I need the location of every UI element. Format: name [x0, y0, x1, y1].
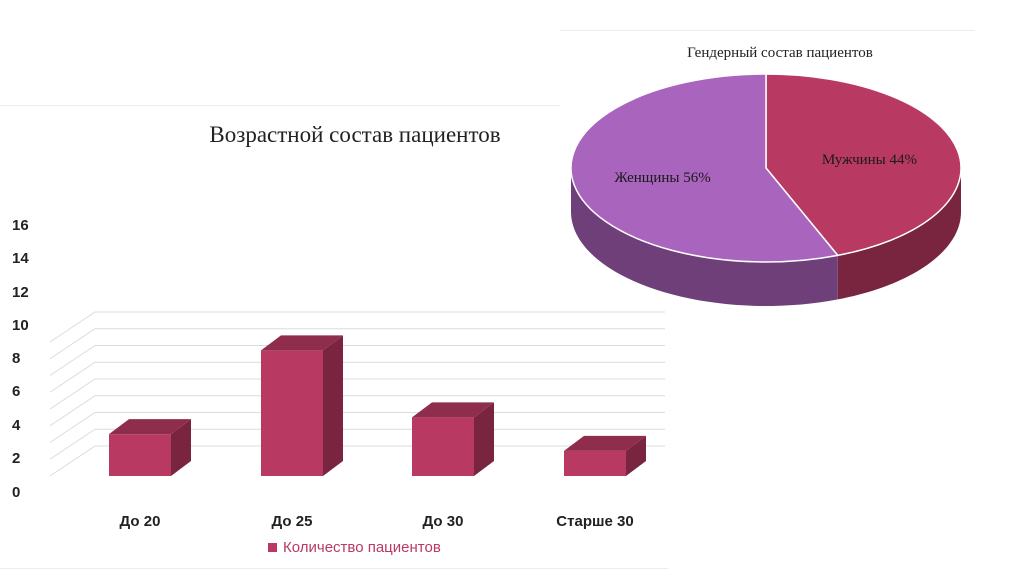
bar [564, 450, 626, 476]
bar [109, 434, 171, 476]
y-tick-label: 0 [12, 484, 20, 501]
bar-side [323, 335, 343, 476]
bar [412, 417, 474, 476]
gridline [49, 378, 665, 410]
gridline [49, 395, 665, 427]
bar-top [261, 335, 343, 351]
x-category-label: Старше 30 [556, 513, 633, 530]
y-tick-label: 16 [12, 217, 29, 234]
pie-slice-side [837, 168, 961, 300]
pie-slice-label: Женщины 56% [614, 170, 710, 186]
bar-panel-top-border [0, 105, 560, 106]
bar-side [626, 435, 646, 476]
y-tick-label: 10 [12, 317, 29, 334]
bar [261, 350, 323, 476]
legend-swatch [268, 543, 277, 552]
bar-side [474, 402, 494, 476]
bar-panel-bottom-border [0, 568, 668, 569]
x-category-label: До 20 [120, 513, 161, 530]
pie-slice-side [571, 168, 838, 306]
bar-chart-title: Возрастной состав пациентов [209, 122, 501, 147]
bar-chart-legend: Количество пациентов [268, 539, 441, 556]
bar-top [412, 402, 494, 418]
y-tick-label: 12 [12, 284, 29, 301]
pie-slice [570, 73, 840, 263]
pie-chart-title: Гендерный состав пациентов [687, 45, 873, 61]
pie-slice-label: Мужчины 44% [822, 152, 917, 168]
bar-top [109, 419, 191, 435]
pie-panel-top-border [560, 30, 975, 31]
legend-label: Количество пациентов [283, 539, 441, 556]
y-tick-label: 8 [12, 350, 20, 367]
bar-side [171, 419, 191, 476]
gridline [49, 345, 665, 376]
pie-slice [765, 73, 962, 257]
y-tick-label: 2 [12, 450, 20, 467]
y-tick-label: 6 [12, 383, 20, 400]
gridline [49, 328, 665, 360]
x-category-label: До 30 [423, 513, 464, 530]
gridline [49, 311, 665, 343]
bar-top [564, 435, 646, 451]
x-category-label: До 25 [272, 513, 313, 530]
y-tick-label: 14 [12, 250, 29, 267]
y-tick-label: 4 [12, 417, 21, 434]
gridline [49, 361, 665, 393]
